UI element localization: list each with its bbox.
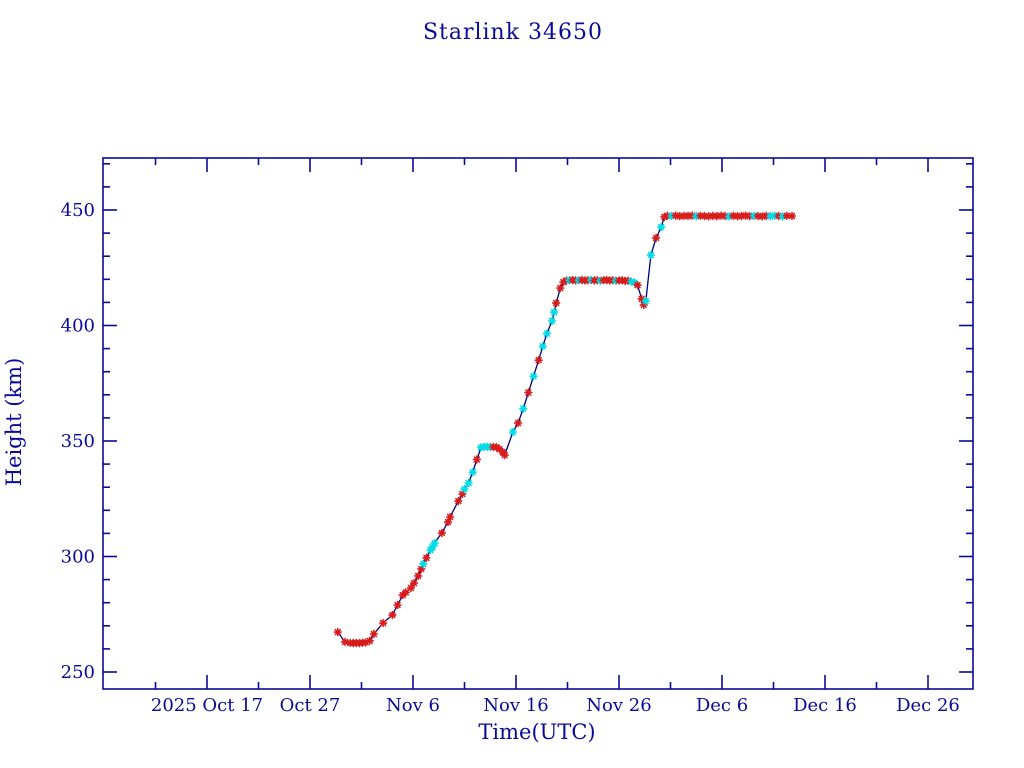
data-point-marker — [413, 571, 423, 581]
data-point-marker — [428, 542, 437, 552]
y-axis-label: Height (km) — [2, 358, 26, 487]
data-point-marker — [641, 296, 650, 306]
data-point-marker — [422, 553, 431, 563]
data-point-marker — [458, 489, 467, 499]
data-point-marker — [633, 280, 642, 290]
data-point-marker — [419, 559, 428, 569]
data-point-marker — [361, 638, 370, 647]
data-point-marker — [627, 277, 636, 286]
data-point-marker — [729, 211, 738, 220]
x-axis-tick-label: Dec 16 — [793, 695, 857, 716]
data-point-marker — [624, 276, 633, 285]
data-point-marker — [454, 496, 463, 506]
data-point-marker — [443, 517, 453, 527]
data-point-marker — [671, 211, 680, 220]
data-point-marker — [716, 211, 726, 220]
data-point-marker — [508, 427, 518, 437]
data-point-marker — [720, 211, 730, 221]
x-axis-tick-label: Nov 16 — [483, 695, 548, 716]
x-axis-label: Time(UTC) — [478, 720, 595, 744]
plot-frame — [102, 157, 974, 690]
data-point-marker — [675, 212, 684, 221]
data-point-marker — [651, 233, 661, 243]
data-point-marker — [365, 636, 374, 646]
data-point-marker — [762, 211, 771, 220]
data-point-marker — [753, 211, 763, 221]
data-point-marker — [774, 211, 783, 221]
data-point-marker — [547, 316, 557, 326]
data-point-marker — [369, 629, 379, 639]
data-point-marker — [378, 618, 388, 628]
data-point-marker — [770, 211, 779, 220]
data-point-marker — [430, 538, 439, 548]
data-point-marker — [646, 250, 656, 260]
data-point-marker — [406, 583, 416, 593]
y-axis-tick-label: 350 — [61, 431, 95, 452]
data-point-marker — [409, 578, 419, 588]
data-point-marker — [745, 212, 755, 221]
data-point-marker — [683, 211, 693, 221]
x-axis-tick-label: Nov 6 — [386, 695, 440, 716]
data-point-marker — [741, 211, 750, 220]
data-point-marker — [657, 222, 666, 232]
data-point-marker — [464, 478, 473, 488]
data-point-marker — [692, 212, 701, 221]
data-point-marker — [757, 212, 767, 221]
data-point-marker — [529, 372, 538, 381]
data-point-marker — [460, 484, 469, 494]
data-point-marker — [468, 467, 477, 477]
data-point-marker — [542, 329, 552, 338]
data-point-marker — [340, 637, 350, 647]
y-axis-tick-label: 450 — [61, 200, 95, 221]
data-point-marker — [472, 455, 482, 464]
data-point-marker — [437, 528, 447, 538]
data-point-marker — [559, 277, 568, 287]
data-point-marker — [778, 212, 787, 221]
data-point-marker — [712, 212, 722, 221]
data-point-marker — [551, 298, 561, 308]
data-point-marker — [704, 212, 713, 221]
data-point-marker — [333, 627, 343, 637]
data-point-marker — [388, 610, 397, 620]
data-point-marker — [538, 342, 547, 351]
data-point-marker — [417, 564, 426, 574]
data-point-marker — [495, 444, 504, 454]
data-point-marker — [519, 404, 528, 413]
x-axis-tick-label: Oct 27 — [280, 695, 341, 716]
data-point-marker — [700, 211, 709, 221]
y-axis-tick-label: 250 — [61, 662, 95, 683]
y-axis-tick-label: 400 — [61, 316, 95, 337]
chart-title: Starlink 34650 — [423, 20, 603, 45]
y-axis-tick-label: 300 — [61, 547, 95, 568]
data-point-marker — [556, 283, 565, 293]
data-point-marker — [687, 211, 697, 220]
data-point-marker — [513, 418, 523, 428]
x-axis-tick-label: Dec 26 — [896, 695, 960, 716]
data-point-marker — [708, 211, 717, 220]
data-point-marker — [401, 588, 410, 597]
data-point-marker — [660, 212, 669, 222]
data-point-marker — [667, 211, 676, 221]
data-point-marker — [524, 388, 533, 397]
data-point-marker — [766, 212, 775, 221]
data-point-marker — [492, 443, 501, 452]
data-point-marker — [534, 355, 543, 365]
data-point-marker — [737, 211, 746, 221]
chart-generated-layer: 2025 Oct 17 Oct 27 Nov 6 Nov 16 Nov 26 Dec 6 D… — [61, 157, 974, 716]
data-point-marker — [782, 211, 792, 220]
x-axis-tick-label: Dec 6 — [696, 695, 748, 716]
x-axis-tick-label: 2025 Oct 17 — [151, 695, 263, 716]
data-point-marker — [393, 600, 402, 610]
data-point-marker — [500, 450, 509, 460]
data-point-marker — [639, 300, 648, 310]
x-axis-tick-label: Nov 26 — [586, 695, 651, 716]
data-point-marker — [637, 294, 646, 304]
data-point-marker — [549, 307, 559, 317]
data-point-marker — [787, 211, 797, 221]
data-point-marker — [725, 212, 734, 221]
data-point-marker — [445, 512, 455, 522]
